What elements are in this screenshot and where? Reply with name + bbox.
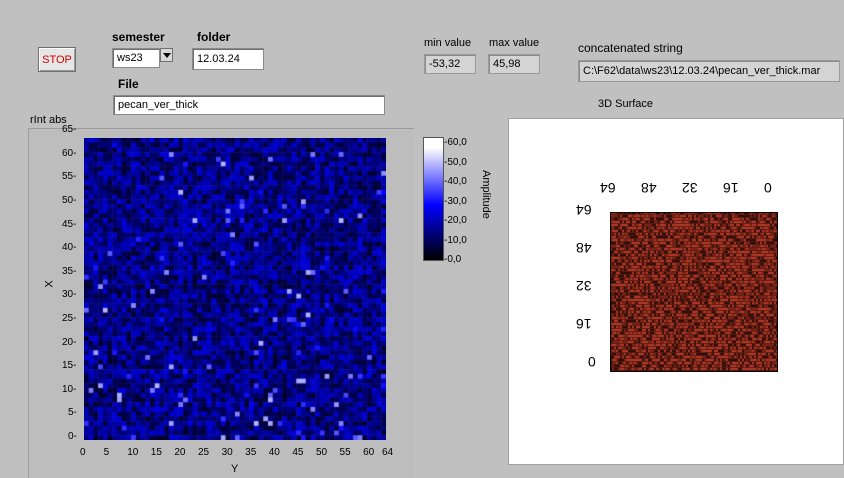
y-tick-label: 45 (292, 447, 304, 458)
y-tick-label: 55 (339, 447, 351, 458)
intensity-graph-title: rInt abs (30, 114, 67, 126)
amplitude-tick-label: -50,0 (444, 156, 467, 168)
y-tick-label: 35 (245, 447, 257, 458)
y-axis-label: Y (231, 463, 239, 475)
y-tick-label: 60 (363, 447, 375, 458)
amplitude-tick-label: -40,0 (444, 176, 467, 187)
x-tick-label: 40- (62, 242, 77, 254)
amplitude-tick-label: -10,0 (444, 234, 467, 246)
surface-top-tick-label: 48 (641, 180, 657, 196)
y-tick-label: 10 (127, 447, 139, 458)
stop-button[interactable]: STOP (38, 47, 76, 72)
y-tick-label: 5 (103, 447, 110, 458)
concatenated-string-indicator: C:\F62\data\ws23\12.03.24\pecan_ver_thic… (578, 60, 840, 82)
amplitude-tick-label: -20,0 (444, 215, 467, 226)
x-axis-label: X (43, 280, 56, 288)
amplitude-tick-label: -0,0 (444, 254, 462, 265)
amplitude-tick-label: -60,0 (444, 137, 467, 148)
x-tick-label: 50- (62, 195, 77, 207)
folder-input[interactable]: 12.03.24 (192, 48, 264, 70)
y-tick-label: 20 (174, 447, 186, 458)
x-tick-label: 15- (62, 360, 77, 372)
y-tick-label: 25 (197, 447, 210, 458)
y-tick-label: 0 (80, 447, 86, 458)
surface-title: 3D Surface (598, 98, 654, 110)
x-tick-label: 35- (62, 265, 77, 277)
x-tick-label: 45- (62, 218, 77, 230)
semester-dropdown-arrow-icon[interactable] (160, 48, 173, 62)
x-tick-label: 0- (68, 431, 77, 442)
surface-top-tick-label: 16 (723, 180, 739, 196)
y-tick-label: 40 (268, 447, 280, 458)
min-value-label: min value (424, 37, 472, 49)
x-tick-label: 20- (62, 336, 77, 348)
x-tick-label: 5- (68, 407, 77, 419)
x-tick-label: 55- (62, 171, 77, 183)
x-tick-label: 10- (62, 383, 77, 395)
surface-top-tick-label: 0 (764, 180, 772, 196)
amplitude-label: Amplitude (480, 170, 492, 219)
concatenated-string-label: concatenated string (578, 41, 683, 55)
intensity-plot-area[interactable] (84, 138, 386, 440)
y-tick-label: 15 (150, 447, 162, 458)
max-value-indicator: 45,98 (488, 54, 540, 74)
x-tick-label: 65- (62, 124, 77, 136)
amplitude-tick-label: -30,0 (444, 195, 467, 207)
y-tick-label: 50 (315, 447, 328, 458)
surface-top-tick-label: 64 (600, 180, 616, 196)
surface-plot[interactable] (610, 212, 778, 372)
surface-top-tick-label: 32 (682, 180, 698, 196)
max-value-label: max value (489, 37, 540, 49)
file-label: File (118, 77, 139, 91)
semester-select[interactable]: ws23 (112, 48, 160, 68)
file-input[interactable]: pecan_ver_thick (113, 95, 385, 115)
y-tick-label: 64 (382, 447, 394, 458)
semester-label: semester (112, 30, 165, 44)
y-tick-label: 30 (221, 447, 233, 458)
x-tick-label: 25- (62, 313, 77, 325)
folder-label: folder (197, 30, 231, 44)
x-tick-label: 30- (62, 289, 77, 301)
surface-left-tick-label: 64 (576, 202, 592, 218)
surface-left-tick-label: 16 (576, 316, 592, 332)
surface-left-tick-label: 0 (588, 354, 596, 370)
surface-left-tick-label: 48 (576, 240, 592, 256)
min-value-indicator: -53,32 (424, 54, 476, 74)
surface-left-tick-label: 32 (576, 278, 592, 294)
amplitude-color-ramp[interactable] (423, 137, 444, 261)
x-tick-label: 60- (62, 147, 77, 159)
